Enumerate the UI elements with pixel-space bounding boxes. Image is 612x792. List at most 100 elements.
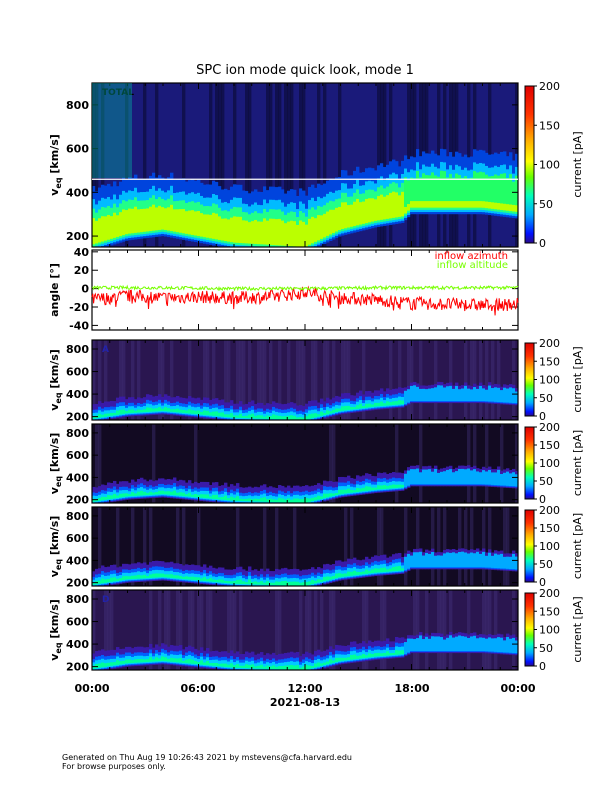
panel-c-beam-cell xyxy=(341,573,345,577)
panel-a-beam-cell xyxy=(413,385,417,401)
panel-a-beam-cell xyxy=(137,409,141,413)
panel-a-beam-cell xyxy=(359,403,363,409)
panel-total: 200 400 600 800 veq [km/s] TOTAL 0 50 100 150 200 c… xyxy=(48,80,584,250)
panel-d-texture-column xyxy=(110,590,114,670)
panel-c-beam-cell xyxy=(173,575,177,579)
panel-total-beam-cell xyxy=(164,208,168,230)
panel-a-texture-column xyxy=(296,340,300,420)
panel-total-texture-column xyxy=(143,83,147,247)
panel-d-beam-cell xyxy=(317,662,321,667)
panel-c-beam-cell xyxy=(188,576,192,580)
panel-b-texture-column xyxy=(152,424,156,503)
panel-total-beam-cell xyxy=(407,180,411,205)
panel-d-beam-cell xyxy=(434,636,438,651)
panel-total-beam-cell xyxy=(275,219,279,246)
panel-b-beam-cell xyxy=(380,485,384,490)
panel-b-beam-cell xyxy=(308,498,312,502)
panel-total-texture-column xyxy=(287,83,291,247)
panel-angle-y-tick-label: -40 xyxy=(69,319,89,332)
panel-d-texture-column xyxy=(149,590,153,670)
panel-a-beam-cell xyxy=(464,385,468,401)
panel-d-beam-cell xyxy=(509,638,513,653)
panel-b-beam-cell xyxy=(443,471,447,485)
panel-total-texture-column xyxy=(125,83,129,247)
panel-a-colorbar-tick-label: 0 xyxy=(539,410,546,423)
panel-b-beam-cell xyxy=(131,492,135,497)
panel-total-beam-cell xyxy=(410,178,414,202)
panel-total-beam-cell xyxy=(134,206,138,233)
panel-c-beam-cell xyxy=(92,582,96,585)
panel-b-beam-cell xyxy=(215,494,219,500)
panel-c-beam-cell xyxy=(473,553,477,568)
panel-total-beam-cell xyxy=(335,207,339,232)
panel-c-texture-column xyxy=(344,507,348,586)
panel-a-texture-column xyxy=(236,340,240,420)
panel-a-beam-cell xyxy=(302,417,306,420)
panel-total-beam-cell xyxy=(293,221,297,247)
panel-a-beam-cell xyxy=(227,414,231,418)
panel-d-beam-cell xyxy=(479,637,483,651)
panel-a-beam-cell xyxy=(173,409,177,413)
panel-d-beam-cell xyxy=(254,666,258,669)
panel-total-beam-cell xyxy=(332,209,336,233)
panel-total-beam-cell xyxy=(113,212,117,238)
panel-c-beam-cell xyxy=(242,581,246,585)
panel-d-beam-cell xyxy=(134,659,138,663)
panel-c-beam-cell xyxy=(200,578,204,581)
panel-c-beam-cell xyxy=(167,574,171,578)
panel-c-beam-cell xyxy=(308,581,312,585)
panel-d-beam-cell xyxy=(290,664,294,670)
panel-b-texture-column xyxy=(395,424,399,503)
panel-b-beam-cell xyxy=(452,472,456,485)
panel-b-beam-cell xyxy=(254,498,258,502)
panel-c-beam-cell xyxy=(257,582,261,585)
panel-b-beam-cell xyxy=(320,496,324,499)
panel-a-beam-cell xyxy=(302,414,306,420)
panel-c-beam-cell xyxy=(224,580,228,583)
panel-d-texture-column xyxy=(197,590,201,670)
panel-c-beam-cell xyxy=(140,575,144,579)
panel-c-beam-cell xyxy=(227,581,231,584)
panel-b-colorbar-label: current [pA] xyxy=(571,430,584,496)
panel-c-beam-cell xyxy=(248,579,252,585)
panel-c-beam-cell xyxy=(353,570,357,576)
panel-b-beam-cell xyxy=(155,492,159,495)
panel-b-beam-cell xyxy=(383,485,387,489)
panel-a-texture-column xyxy=(326,340,330,420)
panel-total-beam-cell xyxy=(272,218,276,246)
panel-c-beam-cell xyxy=(371,569,375,574)
panel-total-beam-cell xyxy=(239,216,243,244)
panel-c-beam-cell xyxy=(410,555,414,568)
panel-d-beam-cell xyxy=(263,666,267,669)
panel-c-beam-cell xyxy=(194,577,198,581)
panel-total-beam-cell xyxy=(308,218,312,245)
panel-c-beam-cell xyxy=(488,552,492,568)
panel-a-texture-column xyxy=(347,340,351,420)
panel-total-beam-cell xyxy=(128,208,132,234)
panel-d-texture-column xyxy=(329,590,333,670)
panel-total-beam-cell xyxy=(380,194,384,220)
panel-d-beam-cell xyxy=(419,635,423,651)
panel-total-beam-cell xyxy=(344,202,348,229)
panel-c-beam-cell xyxy=(287,581,291,586)
panel-d-texture-column xyxy=(188,590,192,670)
panel-total-texture-column xyxy=(182,83,186,247)
panel-b-beam-cell xyxy=(122,493,126,497)
panel-total-texture-column xyxy=(383,83,387,247)
panel-d-beam-cell xyxy=(473,635,477,651)
panel-total-texture-column xyxy=(266,83,270,247)
panel-c-beam-cell xyxy=(485,555,489,568)
panel-b-texture-column xyxy=(515,424,519,503)
panel-d-texture-column xyxy=(425,590,429,670)
panel-d-beam-cell xyxy=(464,636,468,651)
panel-c-beam-cell xyxy=(476,551,480,568)
panel-total-texture-column xyxy=(92,83,96,247)
panel-total-beam-cell xyxy=(179,209,183,233)
panel-a-colorbar xyxy=(524,342,535,417)
panel-total-beam-cell xyxy=(446,178,450,202)
panel-b-y-tick-label: 600 xyxy=(66,449,89,462)
panel-total-beam-cell xyxy=(386,195,390,219)
panel-c-beam-cell xyxy=(275,581,279,586)
panel-d-beam-cell xyxy=(284,665,288,670)
panel-a-beam-cell xyxy=(317,414,321,417)
